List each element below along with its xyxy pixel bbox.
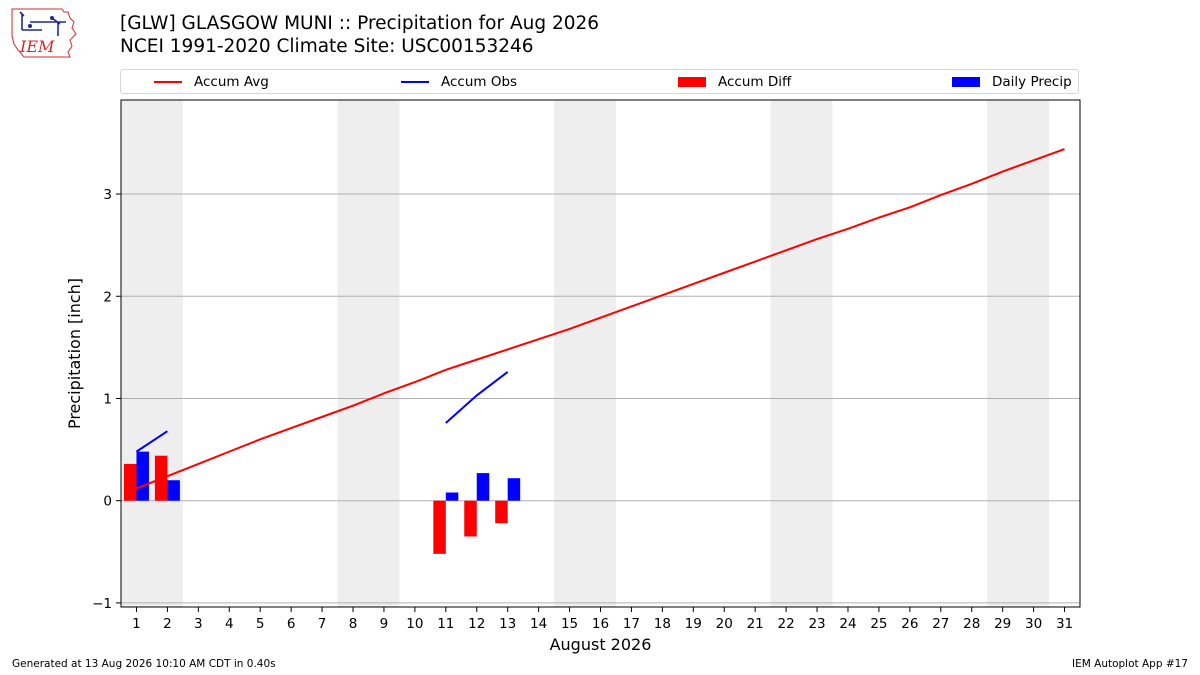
legend-item-accum-diff: Accum Diff (678, 70, 791, 93)
accum-avg-line (136, 148, 1065, 490)
x-tick-label: 26 (901, 616, 918, 632)
chart-title: [GLW] GLASGOW MUNI :: Precipitation for … (120, 12, 599, 58)
weekend-band-4 (987, 100, 1050, 607)
x-tick-label: 13 (499, 616, 516, 632)
x-tick-label: 30 (1025, 616, 1042, 632)
x-tick-label: 16 (592, 616, 609, 632)
daily-precip-bar-day-2 (167, 480, 180, 501)
x-tick-label: 3 (194, 616, 203, 632)
accum-diff-bar-day-12 (464, 500, 477, 537)
x-tick-label: 19 (685, 616, 702, 632)
y-tick-label: 3 (103, 187, 112, 203)
x-tick-label: 18 (654, 616, 671, 632)
legend-item-accum-avg: Accum Avg (154, 70, 269, 93)
daily-precip-bar-day-12 (476, 473, 490, 501)
x-tick-label: 2 (163, 616, 172, 632)
x-tick-label: 7 (318, 616, 327, 632)
legend-swatch-daily-precip (952, 76, 980, 87)
daily-precip-bar-day-13 (507, 478, 521, 501)
x-tick-label: 21 (747, 616, 764, 632)
legend-swatch-accum-avg (154, 80, 182, 83)
legend-swatch-accum-diff (678, 76, 706, 87)
daily-precip-bar-day-11 (445, 492, 459, 501)
x-tick-label: 5 (256, 616, 265, 632)
y-tick-label: 2 (103, 289, 112, 305)
iem-logo: IEM (11, 8, 77, 58)
legend-swatch-accum-obs (401, 80, 429, 83)
daily-precip-bar-day-1 (136, 451, 149, 501)
x-tick-label: 9 (380, 616, 389, 632)
weekend-band-3 (770, 100, 833, 607)
accum-diff-bar-day-11 (433, 500, 446, 554)
accum-obs-line-1 (445, 371, 509, 424)
y-tick-label: 1 (103, 391, 112, 407)
legend: Accum Avg Accum Obs Accum Diff Daily Pre… (120, 69, 1079, 94)
accum-obs-line-0 (135, 430, 168, 453)
title-line-2: NCEI 1991-2020 Climate Site: USC00153246 (120, 36, 534, 57)
x-tick-label: 31 (1056, 616, 1073, 632)
legend-label-accum-diff: Accum Diff (718, 73, 792, 90)
x-tick-label: 10 (406, 616, 423, 632)
y-tick-label: 0 (103, 494, 112, 510)
legend-item-daily-precip: Daily Precip (952, 70, 1072, 93)
x-tick-label: 17 (623, 616, 640, 632)
x-tick-label: 24 (839, 616, 856, 632)
x-tick-label: 12 (468, 616, 485, 632)
x-tick-label: 29 (994, 616, 1011, 632)
y-tick-label: −1 (92, 596, 112, 612)
x-tick-label: 20 (716, 616, 733, 632)
x-tick-label: 15 (561, 616, 578, 632)
x-tick-label: 25 (870, 616, 887, 632)
accum-diff-bar-day-1 (123, 463, 137, 501)
x-tick-label: 28 (963, 616, 980, 632)
x-axis-label: August 2026 (550, 635, 652, 654)
x-tick-label: 11 (437, 616, 454, 632)
weekend-band-0 (121, 100, 183, 607)
iem-logo-text: IEM (19, 37, 55, 56)
x-tick-label: 22 (778, 616, 795, 632)
legend-label-daily-precip: Daily Precip (992, 73, 1072, 90)
x-tick-label: 23 (808, 616, 825, 632)
legend-label-accum-obs: Accum Obs (441, 73, 518, 90)
x-tick-label: 6 (287, 616, 296, 632)
accum-diff-bar-day-13 (495, 500, 508, 524)
y-axis-label: Precipitation [inch] (65, 278, 84, 429)
x-tick-label: 4 (225, 616, 234, 632)
footer-generated: Generated at 13 Aug 2026 10:10 AM CDT in… (12, 658, 276, 670)
weekend-band-2 (554, 100, 616, 607)
title-line-1: [GLW] GLASGOW MUNI :: Precipitation for … (120, 13, 600, 34)
x-tick-label: 1 (132, 616, 141, 632)
x-tick-label: 8 (349, 616, 358, 632)
legend-label-accum-avg: Accum Avg (194, 73, 269, 90)
x-tick-label: 14 (530, 616, 547, 632)
weekend-band-1 (337, 100, 400, 607)
footer-app: IEM Autoplot App #17 (1072, 658, 1188, 670)
legend-item-accum-obs: Accum Obs (401, 70, 517, 93)
x-tick-label: 27 (932, 616, 949, 632)
